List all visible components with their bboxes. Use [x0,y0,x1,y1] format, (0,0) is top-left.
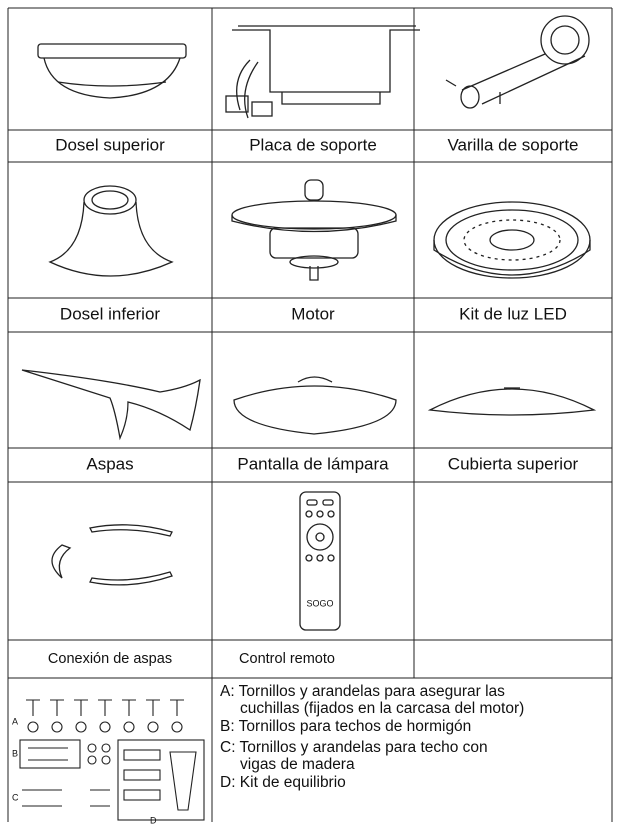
part-label: Dosel superior [55,135,165,154]
table-borders [7,7,613,822]
hardware-marker: B [12,748,18,758]
part-label: Cubierta superior [448,454,579,473]
remote-brand: SOGO [306,598,333,608]
part-label: Placa de soporte [249,135,377,154]
hardware-marker: C [12,792,19,802]
hardware-note: D: Kit de equilibrio [220,774,346,791]
hardware-note: C: Tornillos y arandelas para techo con [220,739,488,756]
part-label: Dosel inferior [60,304,160,323]
part-label: Control remoto [239,651,335,667]
hardware-note: A: Tornillos y arandelas para asegurar l… [220,683,505,700]
hardware-note: vigas de madera [240,756,355,773]
hardware-marker: D [150,815,157,825]
hardware-note: cuchillas (fijados en la carcasa del mot… [240,700,524,717]
part-label: Aspas [86,454,133,473]
part-label: Varilla de soporte [447,135,578,154]
part-label: Motor [291,304,335,323]
hardware-marker: A [12,716,18,726]
part-label: Conexión de aspas [48,651,172,667]
illustrations [19,15,597,821]
part-label: Pantalla de lámpara [237,454,389,473]
part-label: Kit de luz LED [459,304,567,323]
hardware-note: B: Tornillos para techos de hormigón [220,718,471,735]
